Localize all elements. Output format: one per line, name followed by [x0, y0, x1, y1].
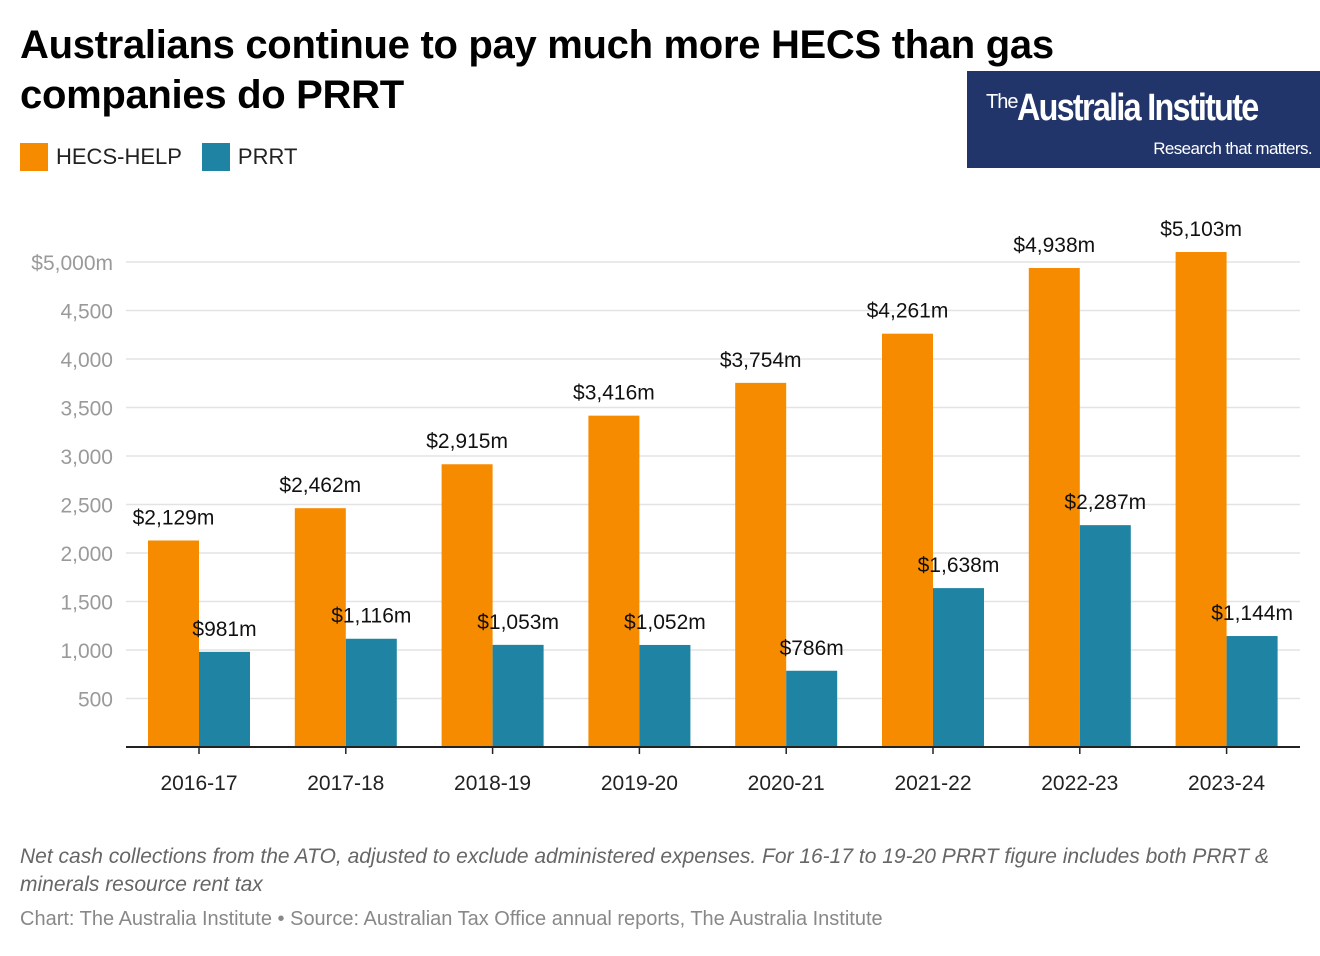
bar-prrt — [639, 644, 691, 747]
data-label-hecs: $4,938m — [1013, 234, 1095, 257]
data-label-hecs: $2,915m — [426, 430, 508, 453]
logo-name: Australia Institute — [1017, 87, 1259, 129]
bar-prrt — [1079, 525, 1131, 747]
x-tick-label: 2018-19 — [454, 772, 531, 795]
y-tick-label: 4,000 — [60, 349, 113, 372]
y-tick-label: 3,000 — [60, 446, 113, 469]
data-label-hecs: $4,261m — [867, 300, 949, 323]
data-label-hecs: $5,103m — [1160, 218, 1242, 241]
data-label-prrt: $2,287m — [1064, 491, 1146, 514]
legend-item-hecs: HECS-HELP — [20, 143, 182, 171]
x-tick-label: 2023-24 — [1188, 772, 1265, 795]
bar-prrt — [199, 651, 250, 747]
bar-prrt — [786, 670, 838, 747]
y-tick-label: 1,000 — [60, 640, 113, 663]
bar-hecs — [1175, 252, 1227, 747]
bar-prrt — [492, 644, 544, 747]
data-label-hecs: $3,754m — [720, 349, 802, 372]
logo-tagline: Research that matters. — [1153, 139, 1312, 158]
legend-item-prrt: PRRT — [201, 143, 298, 171]
bar-hecs — [1028, 268, 1080, 747]
x-tick-label: 2017-18 — [307, 772, 384, 795]
data-label-hecs: $2,129m — [133, 506, 215, 529]
x-tick-label: 2019-20 — [601, 772, 678, 795]
legend-label-hecs: HECS-HELP — [56, 144, 182, 169]
bar-hecs — [294, 508, 346, 747]
legend-label-prrt: PRRT — [237, 144, 298, 169]
bar-hecs — [441, 464, 493, 747]
x-tick-label: 2021-22 — [894, 772, 971, 795]
legend-swatch-prrt — [201, 143, 230, 171]
bar-prrt — [933, 588, 984, 747]
australia-institute-logo: The Australia Institute Research that ma… — [967, 71, 1320, 168]
x-tick-label: 2020-21 — [748, 772, 825, 795]
y-tick-label: $5,000m — [31, 252, 113, 275]
data-label-prrt: $786m — [780, 637, 844, 660]
data-label-hecs: $3,416m — [573, 382, 655, 405]
y-tick-label: 4,500 — [60, 301, 113, 324]
bar-hecs — [588, 415, 640, 747]
y-tick-label: 2,000 — [60, 543, 113, 566]
legend: HECS-HELP PRRT — [20, 143, 317, 171]
chart-source: Chart: The Australia Institute • Source:… — [20, 908, 883, 930]
data-label-prrt: $1,144m — [1211, 602, 1293, 625]
y-tick-label: 2,500 — [60, 495, 113, 518]
data-label-prrt: $1,638m — [918, 554, 1000, 577]
y-tick-label: 1,500 — [60, 592, 113, 615]
y-tick-label: 500 — [78, 689, 113, 712]
logo-the: The — [986, 91, 1018, 113]
chart-note: Net cash collections from the ATO, adjus… — [20, 845, 1269, 896]
data-label-prrt: $1,052m — [624, 611, 706, 634]
legend-swatch-hecs — [20, 143, 48, 171]
data-label-hecs: $2,462m — [279, 474, 361, 497]
y-tick-label: 3,500 — [60, 398, 113, 421]
data-label-prrt: $1,116m — [331, 605, 411, 628]
x-tick-label: 2016-17 — [160, 772, 237, 795]
bar-hecs — [148, 540, 199, 747]
bar-hecs — [735, 382, 787, 747]
data-label-prrt: $1,053m — [477, 611, 559, 634]
x-tick-label: 2022-23 — [1041, 772, 1118, 795]
chart-title: Australians continue to pay much more HE… — [20, 23, 1054, 117]
bar-prrt — [1226, 636, 1278, 747]
bar-prrt — [345, 638, 397, 747]
bar-hecs — [882, 333, 933, 747]
data-label-prrt: $981m — [192, 618, 256, 641]
